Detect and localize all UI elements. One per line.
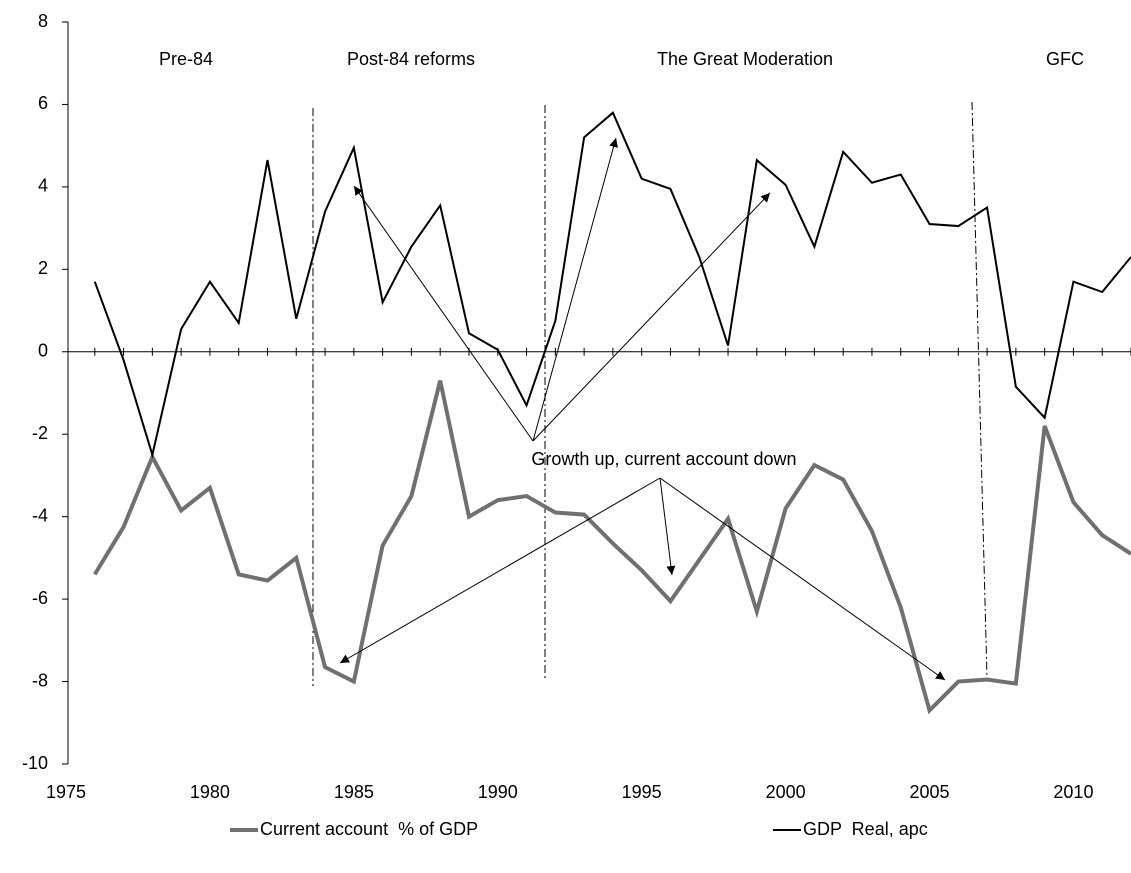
y-tick-label: -2 xyxy=(32,423,48,443)
y-tick-label: -4 xyxy=(32,505,48,525)
x-tick-label: 1990 xyxy=(478,782,518,802)
y-tick-label: 8 xyxy=(38,11,48,31)
annotation: Growth up, current account down xyxy=(531,449,796,469)
arrow xyxy=(532,192,771,442)
x-tick-label: 2000 xyxy=(766,782,806,802)
arrow xyxy=(339,477,661,664)
era-label: Pre-84 xyxy=(159,49,213,69)
y-tick-label: -6 xyxy=(32,588,48,608)
era-dividers xyxy=(312,101,988,686)
legend-label: GDP Real, apc xyxy=(803,819,928,839)
series-line xyxy=(93,111,1131,459)
x-tick-label: 1985 xyxy=(334,782,374,802)
era-label: GFC xyxy=(1046,49,1084,69)
x-tick-label: 1980 xyxy=(190,782,230,802)
x-tick-label: 1995 xyxy=(622,782,662,802)
era-label: The Great Moderation xyxy=(657,49,833,69)
arrow xyxy=(659,477,946,681)
x-tick-label: 2005 xyxy=(909,782,949,802)
plot xyxy=(93,111,1131,715)
era-divider xyxy=(971,101,988,679)
legend-label: Current account % of GDP xyxy=(260,819,478,839)
arrow xyxy=(353,185,534,442)
era-label: Post-84 reforms xyxy=(347,49,475,69)
y-tick-label: 6 xyxy=(38,93,48,113)
x-tick-label: 2010 xyxy=(1053,782,1093,802)
arrows xyxy=(339,137,946,681)
y-tick-label: 4 xyxy=(38,176,48,196)
y-tick-label: 2 xyxy=(38,258,48,278)
arrow xyxy=(532,137,618,442)
y-tick-label: -8 xyxy=(32,670,48,690)
arrow xyxy=(659,477,676,576)
y-tick-label: 0 xyxy=(38,341,48,361)
y-tick-label: -10 xyxy=(22,753,48,773)
series-line xyxy=(93,380,1131,715)
x-tick-label: 1975 xyxy=(46,782,86,802)
